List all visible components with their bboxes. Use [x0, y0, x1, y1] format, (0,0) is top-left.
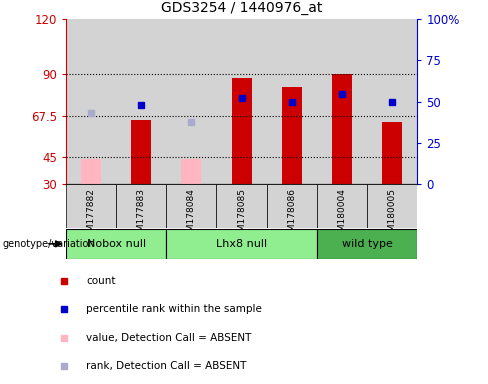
- Bar: [182, 159, 202, 184]
- Text: value, Detection Call = ABSENT: value, Detection Call = ABSENT: [86, 333, 251, 343]
- Text: GSM178084: GSM178084: [187, 188, 196, 243]
- Bar: [166, 229, 317, 258]
- Text: percentile rank within the sample: percentile rank within the sample: [86, 305, 262, 314]
- Text: GSM177882: GSM177882: [86, 188, 96, 243]
- Bar: [317, 184, 367, 228]
- Text: GSM180004: GSM180004: [337, 188, 346, 243]
- Bar: [66, 19, 116, 184]
- Bar: [66, 184, 116, 228]
- Text: genotype/variation: genotype/variation: [2, 239, 95, 249]
- Bar: [131, 120, 151, 184]
- Text: rank, Detection Call = ABSENT: rank, Detection Call = ABSENT: [86, 361, 246, 371]
- Bar: [367, 184, 417, 228]
- Bar: [66, 229, 166, 258]
- Bar: [317, 19, 367, 184]
- Bar: [116, 184, 166, 228]
- Text: GSM178085: GSM178085: [237, 188, 246, 243]
- Text: Lhx8 null: Lhx8 null: [216, 239, 267, 249]
- Bar: [231, 78, 252, 184]
- Title: GDS3254 / 1440976_at: GDS3254 / 1440976_at: [161, 2, 322, 15]
- Bar: [266, 19, 317, 184]
- Bar: [282, 87, 302, 184]
- Text: GSM180005: GSM180005: [387, 188, 397, 243]
- Bar: [166, 19, 217, 184]
- Bar: [116, 19, 166, 184]
- Bar: [217, 184, 266, 228]
- Bar: [166, 184, 217, 228]
- Bar: [382, 122, 402, 184]
- Text: Nobox null: Nobox null: [86, 239, 145, 249]
- Bar: [332, 74, 352, 184]
- Bar: [217, 19, 266, 184]
- Text: wild type: wild type: [342, 239, 392, 249]
- Bar: [367, 19, 417, 184]
- Bar: [266, 184, 317, 228]
- Text: GSM178086: GSM178086: [287, 188, 296, 243]
- Bar: [81, 159, 101, 184]
- Text: count: count: [86, 276, 116, 286]
- Text: GSM177883: GSM177883: [137, 188, 146, 243]
- Bar: [317, 229, 417, 258]
